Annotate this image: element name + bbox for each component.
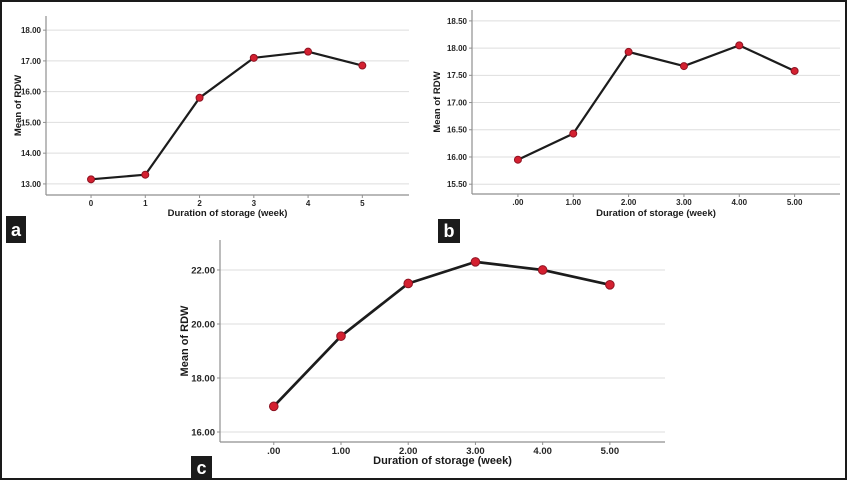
- x-tick-label: .00: [512, 198, 524, 207]
- x-tick-label: 5.00: [787, 198, 803, 207]
- y-axis-title: Mean of RDW: [13, 75, 24, 136]
- x-tick-label: 3: [252, 199, 257, 208]
- data-point: [87, 175, 96, 184]
- panel-label-c: c: [191, 456, 212, 478]
- x-tick-label: 2.00: [621, 198, 637, 207]
- data-point: [403, 278, 414, 289]
- x-tick-label: 0: [89, 199, 94, 208]
- data-point: [735, 41, 744, 50]
- y-tick-label: 15.50: [447, 180, 468, 189]
- y-tick-label: 17.50: [447, 71, 468, 80]
- data-point: [679, 62, 688, 71]
- y-axis-title: Mean of RDW: [179, 305, 191, 377]
- chart-c: 16.00 18.00 20.00 22.00 .00 1.00 2.00 3.00 4.00 5…: [179, 240, 665, 467]
- x-tick-label: 5.00: [601, 446, 620, 457]
- y-tick-label: 18.00: [447, 44, 468, 53]
- data-point: [141, 170, 150, 179]
- data-point: [358, 61, 367, 70]
- y-tick-label: 15.00: [21, 118, 42, 127]
- y-tick-label: 18.00: [191, 373, 215, 384]
- x-tick-label: 1.00: [565, 198, 581, 207]
- data-point: [195, 93, 204, 102]
- y-tick-label: 13.00: [21, 180, 42, 189]
- data-point: [605, 280, 615, 290]
- series-line: [89, 50, 364, 181]
- chart-b: 15.50 16.00 16.50 17.00 17.50 18.00 18.50 .00 1.…: [432, 10, 840, 219]
- x-axis-title: Duration of storage (week): [596, 208, 716, 219]
- data-point: [268, 401, 279, 412]
- data-point: [569, 129, 578, 138]
- x-axis-title: Duration of storage (week): [373, 455, 512, 467]
- data-point: [790, 66, 799, 75]
- x-tick-label: 5: [360, 199, 365, 208]
- y-tick-label: 16.00: [447, 153, 468, 162]
- y-tick-label: 16.00: [21, 88, 42, 97]
- y-axis-title: Mean of RDW: [432, 71, 443, 132]
- panel-label-b: b: [438, 219, 460, 243]
- series-line: [516, 44, 796, 161]
- series-line: [272, 260, 612, 408]
- x-tick-label: 3.00: [676, 198, 692, 207]
- x-axis-title: Duration of storage (week): [168, 208, 288, 219]
- x-tick-label: 2: [197, 199, 202, 208]
- x-tick-label: 1: [143, 199, 148, 208]
- x-tick-label: 3.00: [466, 446, 485, 457]
- x-tick-label: 4.00: [533, 446, 552, 457]
- x-tick-label: 4: [306, 199, 311, 208]
- x-tick-label: 4.00: [731, 198, 747, 207]
- data-point: [470, 257, 481, 267]
- y-tick-label: 14.00: [21, 149, 42, 158]
- data-point: [336, 331, 346, 341]
- y-tick-label: 20.00: [191, 319, 215, 330]
- y-tick-label: 18.50: [447, 17, 468, 26]
- y-tick-label: 18.00: [21, 26, 42, 35]
- data-point: [513, 155, 522, 164]
- y-tick-label: 16.50: [447, 126, 468, 135]
- panel-label-a: a: [6, 216, 26, 243]
- data-point: [624, 47, 633, 56]
- x-tick-label: .00: [267, 446, 280, 457]
- data-point: [537, 265, 548, 275]
- x-tick-label: 1.00: [332, 446, 351, 457]
- data-point: [249, 53, 258, 62]
- x-tick-label: 2.00: [399, 446, 418, 457]
- y-tick-label: 16.00: [191, 427, 215, 438]
- chart-a: 13.00 14.00 15.00 16.00 17.00 18.00 0 1 2 3 4 5 Dura…: [13, 16, 409, 219]
- data-point: [304, 47, 313, 56]
- y-tick-label: 17.00: [447, 98, 468, 107]
- y-tick-label: 22.00: [191, 265, 215, 276]
- y-tick-label: 17.00: [21, 57, 42, 66]
